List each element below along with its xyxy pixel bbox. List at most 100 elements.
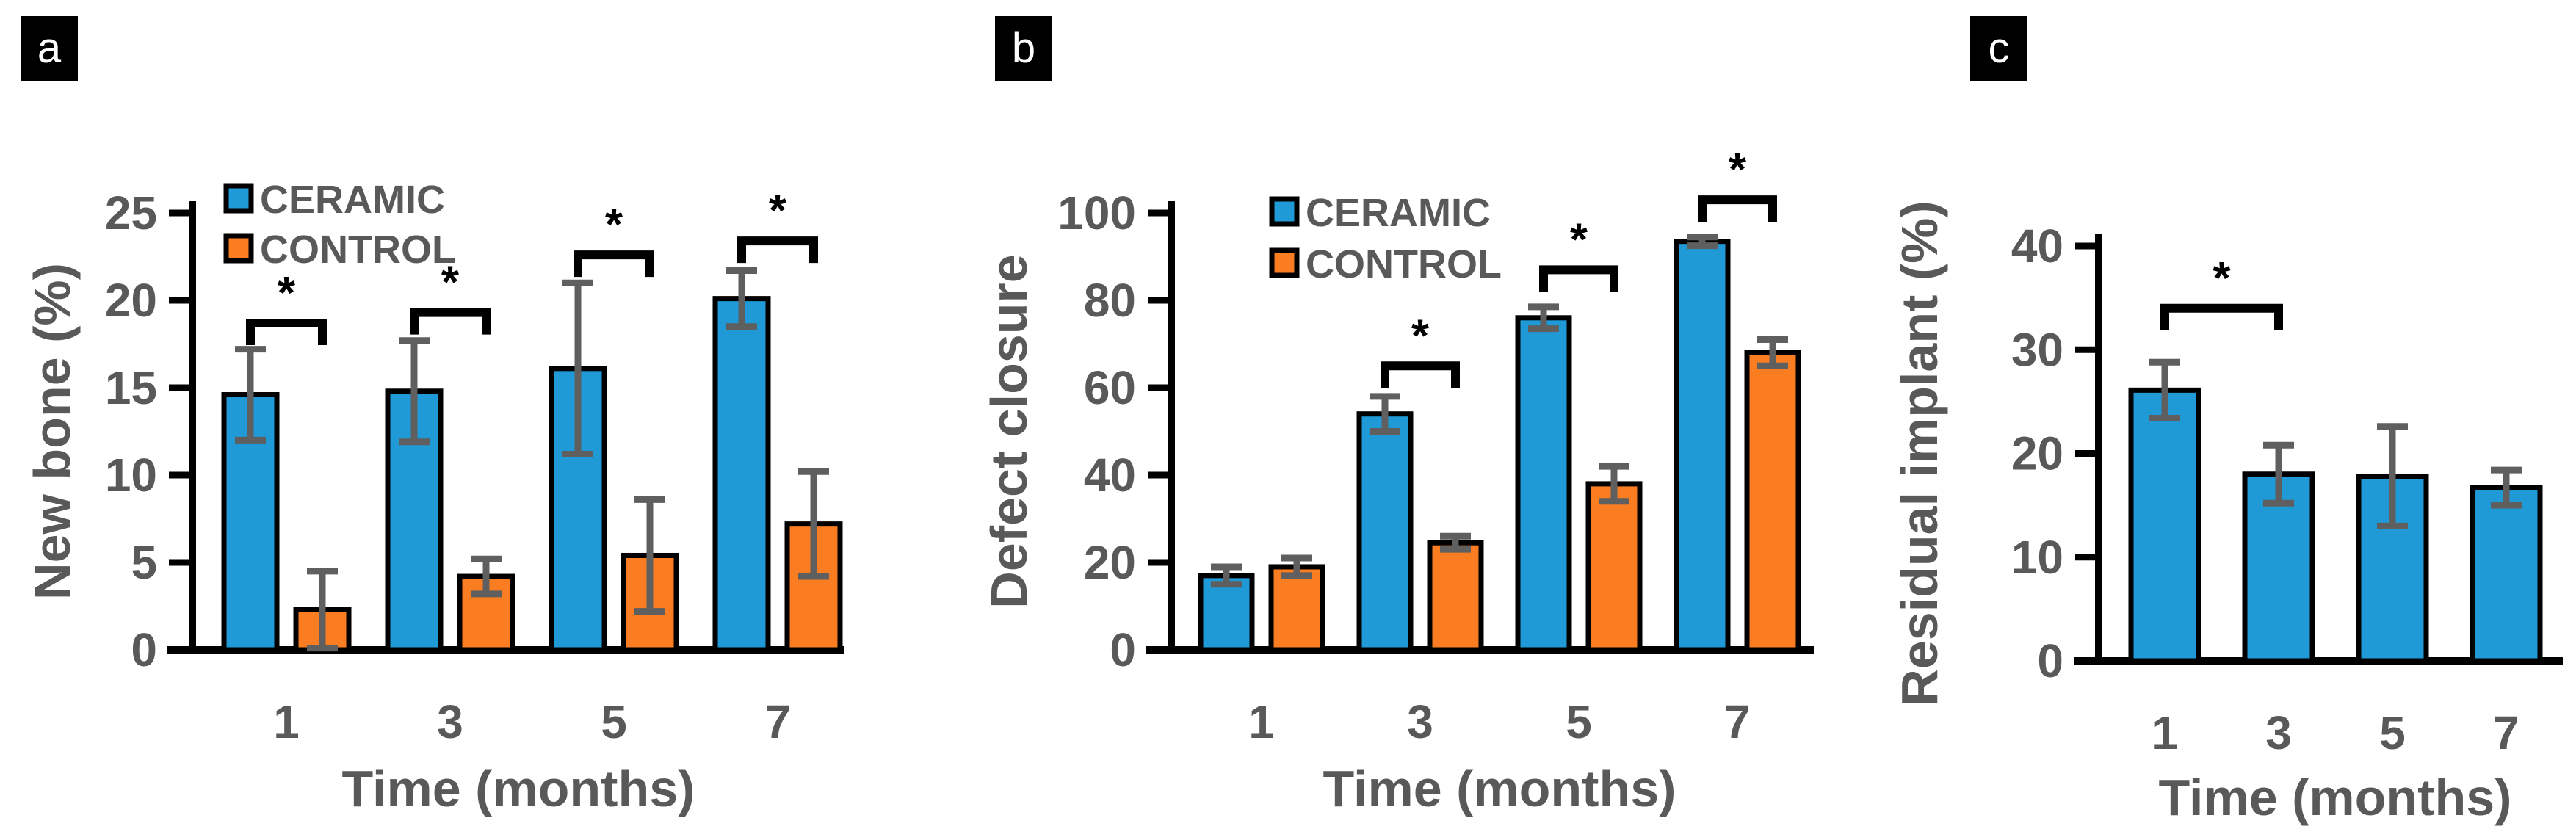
panel-label-c: c xyxy=(1970,16,2027,81)
bar-ceramic-month-3 xyxy=(1356,411,1414,653)
bar-control-month-3 xyxy=(457,573,515,653)
significance-bracket xyxy=(2160,303,2283,330)
error-bar-ceramic-month-7 xyxy=(1687,234,1718,250)
legend-label-ceramic: CERAMIC xyxy=(1306,191,1491,235)
x-tick-label: 3 xyxy=(2265,706,2292,759)
bar-ceramic-month-1 xyxy=(1198,573,1255,653)
y-tick-label: 60 xyxy=(1084,361,1136,414)
x-tick-label: 1 xyxy=(1248,695,1275,748)
error-bar-ceramic-month-5 xyxy=(1528,303,1559,333)
bar-ceramic-month-5 xyxy=(1515,315,1572,653)
y-tick-label: 5 xyxy=(131,536,157,589)
y-axis-title: Residual implant (%) xyxy=(1891,200,1948,706)
significance-star: * xyxy=(1570,214,1588,265)
error-bar-control-month-1 xyxy=(1281,554,1312,579)
y-axis-title: New bone (%) xyxy=(23,263,81,600)
y-tick-label: 15 xyxy=(105,361,157,414)
bar-control-month-3 xyxy=(1427,540,1484,653)
error-bar-ceramic-month-3 xyxy=(1370,393,1400,435)
panel-c-chart: 0 10 20 30 40 1 3 5 7 Residual implant (%) Time (m… xyxy=(1891,200,2563,826)
bar-ceramic-month-7 xyxy=(2470,485,2543,664)
y-tick-label: 40 xyxy=(1084,449,1136,502)
panel-label-b: b xyxy=(995,16,1052,81)
significance-star: * xyxy=(2213,253,2231,304)
x-tick-label: 1 xyxy=(2152,706,2178,759)
y-tick-label: 20 xyxy=(2011,427,2063,480)
error-bar-ceramic-month-3 xyxy=(2263,441,2294,507)
significance-star: * xyxy=(441,258,460,308)
y-tick-label: 0 xyxy=(1110,623,1136,676)
panel-b-chart: 0 20 40 60 80 100 1 3 5 7 Defect closure Time (mont… xyxy=(980,145,1814,817)
x-tick-label: 3 xyxy=(1407,695,1433,748)
bar-control-month-7 xyxy=(1744,350,1801,653)
error-bar-control-month-3 xyxy=(1440,532,1471,553)
x-tick-label: 5 xyxy=(1566,695,1592,748)
legend-label-ceramic: CERAMIC xyxy=(260,178,445,222)
x-tick-label: 7 xyxy=(764,695,791,748)
legend-swatch-ceramic xyxy=(223,183,254,214)
legend-swatch-control xyxy=(1269,247,1300,278)
y-tick-label: 80 xyxy=(1084,274,1136,327)
error-bar-ceramic-month-3 xyxy=(399,337,430,446)
significance-bracket xyxy=(737,236,818,264)
y-tick-label: 100 xyxy=(1057,187,1136,239)
x-axis-title: Time (months) xyxy=(342,760,695,817)
error-bar-control-month-5 xyxy=(1599,463,1629,505)
significance-bracket xyxy=(1539,265,1618,292)
legend-label-control: CONTROL xyxy=(260,228,456,272)
y-axis-title: Defect closure xyxy=(980,254,1038,608)
significance-star: * xyxy=(1411,311,1430,361)
significance-bracket xyxy=(1381,361,1460,388)
x-tick-label: 5 xyxy=(601,695,627,748)
y-tick-label: 40 xyxy=(2011,220,2063,272)
x-tick-label: 7 xyxy=(1724,695,1751,748)
significance-star: * xyxy=(1729,145,1747,195)
error-bar-ceramic-month-5 xyxy=(2377,423,2408,529)
bar-ceramic-month-7 xyxy=(712,296,771,653)
legend-swatch-control xyxy=(223,233,254,264)
error-bar-control-month-7 xyxy=(798,468,829,580)
bar-ceramic-month-1 xyxy=(2128,387,2201,664)
error-bar-control-month-3 xyxy=(471,555,502,598)
error-bar-ceramic-month-1 xyxy=(235,346,266,444)
y-tick-label: 25 xyxy=(105,187,157,239)
x-tick-label: 3 xyxy=(437,695,463,748)
error-bar-control-month-1 xyxy=(307,568,338,652)
error-bar-ceramic-month-7 xyxy=(726,267,757,330)
error-bar-ceramic-month-5 xyxy=(562,279,593,457)
error-bar-ceramic-month-7 xyxy=(2491,466,2522,509)
x-axis-title: Time (months) xyxy=(1323,760,1676,817)
y-tick-label: 30 xyxy=(2011,323,2063,376)
x-tick-label: 7 xyxy=(2493,706,2519,759)
error-bar-ceramic-month-1 xyxy=(2149,358,2180,421)
error-bar-control-month-7 xyxy=(1757,336,1788,369)
x-tick-label: 1 xyxy=(273,695,300,748)
significance-star: * xyxy=(278,268,296,319)
y-tick-label: 0 xyxy=(2037,634,2063,687)
error-bar-control-month-5 xyxy=(634,496,665,615)
significance-bracket xyxy=(410,308,491,335)
legend-label-control: CONTROL xyxy=(1306,242,1502,286)
x-tick-label: 5 xyxy=(2379,706,2406,759)
panel-label-a: a xyxy=(21,16,78,81)
y-tick-label: 10 xyxy=(105,449,157,502)
bar-control-month-5 xyxy=(1585,481,1643,653)
significance-bracket xyxy=(574,250,654,278)
bar-ceramic-month-5 xyxy=(549,366,607,653)
y-tick-label: 0 xyxy=(131,623,157,676)
legend-swatch-ceramic xyxy=(1269,196,1300,227)
y-tick-label: 10 xyxy=(2011,531,2063,584)
bar-control-month-1 xyxy=(1268,564,1325,653)
x-axis-title: Time (months) xyxy=(2159,769,2512,826)
significance-bracket xyxy=(1698,195,1777,222)
bar-ceramic-month-7 xyxy=(1674,239,1731,653)
significance-star: * xyxy=(769,186,787,236)
significance-star: * xyxy=(605,200,623,250)
panel-a-chart: 0 5 10 15 20 25 1 3 5 7 New bone (%) Time (months) C… xyxy=(23,178,844,817)
significance-bracket xyxy=(246,318,327,345)
error-bar-ceramic-month-1 xyxy=(1211,563,1242,588)
y-tick-label: 20 xyxy=(105,274,157,327)
y-tick-label: 20 xyxy=(1084,536,1136,589)
